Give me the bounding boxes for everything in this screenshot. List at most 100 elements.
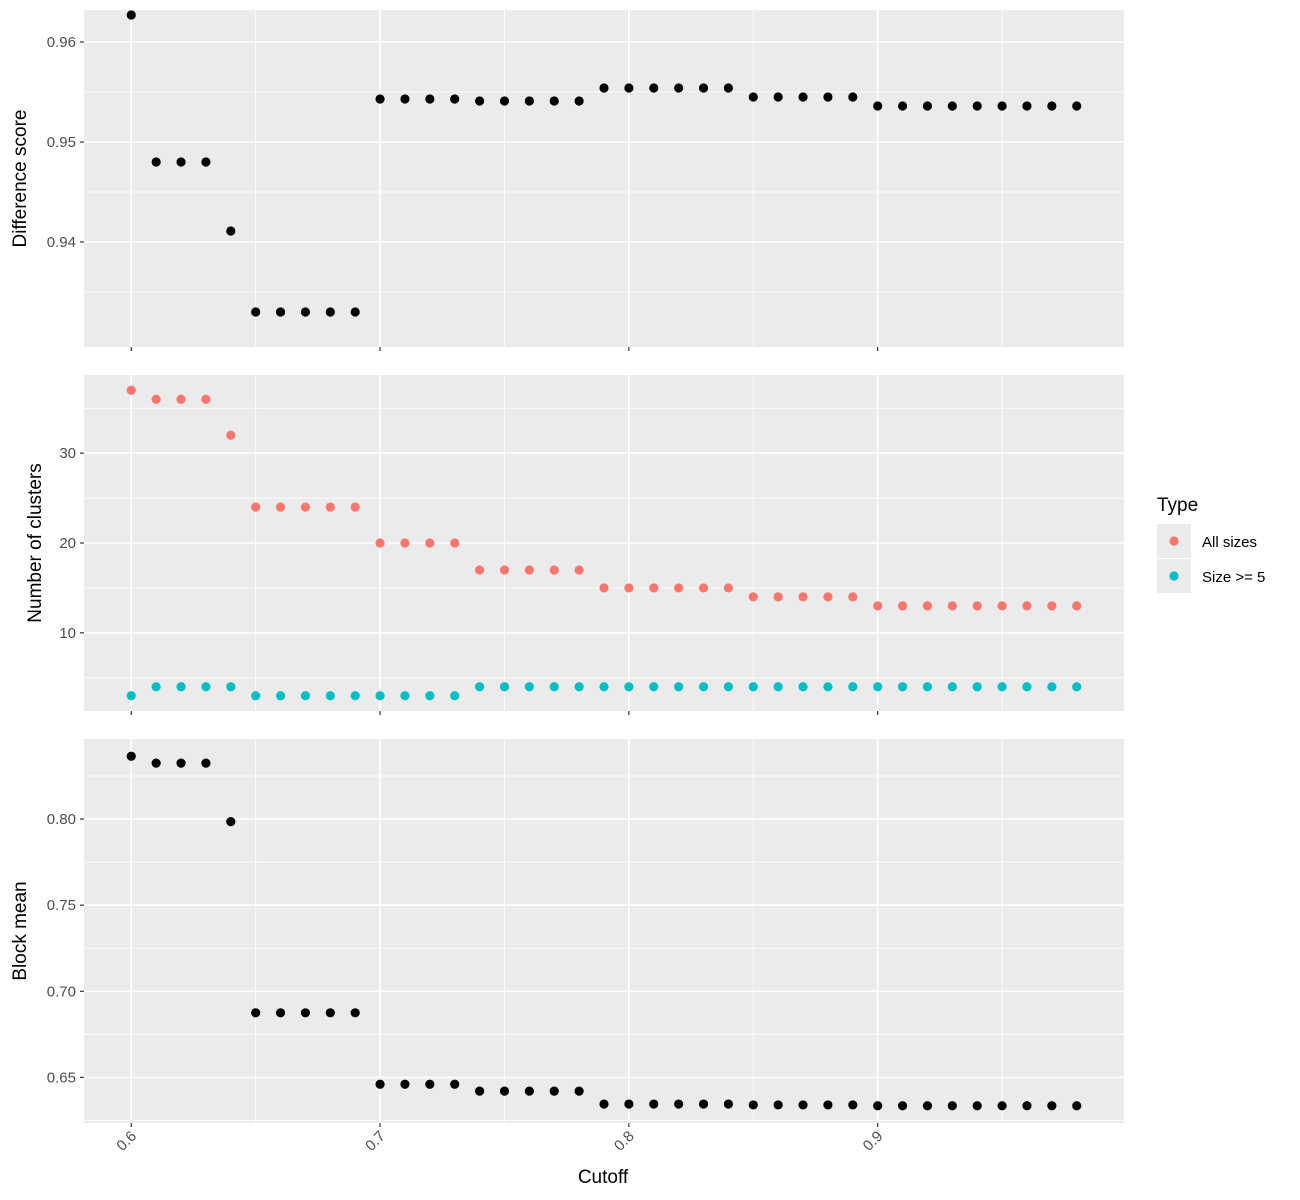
data-point <box>524 1086 534 1096</box>
data-point <box>748 1100 758 1110</box>
data-point <box>275 1008 286 1018</box>
legend-marker-all-sizes <box>1169 536 1179 546</box>
data-point <box>897 601 908 611</box>
data-point <box>375 691 385 701</box>
data-point <box>450 691 460 701</box>
panel-background <box>84 10 1124 347</box>
data-point <box>151 157 161 167</box>
x-tick-label: 0.8 <box>611 1128 638 1155</box>
y-axis-ticks: 0.94 0.95 0.96 <box>47 34 84 251</box>
data-point <box>176 682 186 692</box>
data-point <box>1022 1101 1032 1111</box>
data-point <box>176 394 186 404</box>
legend: Type All sizes Size >= 5 <box>1157 495 1265 593</box>
data-point <box>549 96 559 106</box>
data-point <box>823 92 833 102</box>
data-point <box>151 682 161 692</box>
x-tick-label: 0.9 <box>860 1128 887 1155</box>
data-point <box>499 682 510 692</box>
x-tick-label: 0.6 <box>113 1128 140 1155</box>
data-point <box>549 1086 559 1096</box>
data-point <box>922 101 933 111</box>
data-point <box>599 83 609 93</box>
data-point <box>474 96 485 106</box>
data-point <box>251 502 261 512</box>
data-points <box>126 385 1082 701</box>
data-point <box>947 101 957 111</box>
data-point <box>400 691 410 701</box>
data-point <box>574 565 584 575</box>
data-point <box>698 83 709 93</box>
data-point <box>499 565 510 575</box>
legend-label-size-5: Size >= 5 <box>1202 569 1265 586</box>
data-point <box>698 682 709 692</box>
data-point <box>226 430 236 440</box>
y-tick-label: 0.65 <box>47 1069 76 1086</box>
data-point <box>624 682 634 692</box>
data-point <box>873 101 883 111</box>
data-point <box>1072 1101 1082 1111</box>
data-point <box>897 682 908 692</box>
data-point <box>972 1101 982 1111</box>
data-point <box>972 682 982 692</box>
y-tick-label: 10 <box>59 625 76 642</box>
data-point <box>674 1099 684 1109</box>
legend-label-all-sizes: All sizes <box>1202 534 1257 551</box>
data-point <box>549 565 559 575</box>
data-point <box>649 583 659 593</box>
y-axis-ticks: 10 20 30 <box>59 445 84 642</box>
data-point <box>574 1086 584 1096</box>
legend-marker-size-5 <box>1169 571 1179 581</box>
data-point <box>375 538 385 548</box>
data-point <box>947 601 957 611</box>
data-point <box>524 682 534 692</box>
data-point <box>823 592 833 602</box>
data-point <box>848 92 858 102</box>
data-point <box>748 682 758 692</box>
data-point <box>325 691 335 701</box>
data-point <box>922 1101 933 1111</box>
data-point <box>474 1086 485 1096</box>
data-point <box>723 682 734 692</box>
data-point <box>126 691 136 701</box>
data-point <box>1022 101 1032 111</box>
data-point <box>698 1099 709 1109</box>
panel-background <box>84 739 1124 1123</box>
data-point <box>400 94 410 104</box>
data-points <box>126 751 1082 1111</box>
data-point <box>873 1101 883 1111</box>
data-point <box>1022 601 1032 611</box>
data-point <box>450 538 460 548</box>
data-point <box>350 502 360 512</box>
data-point <box>350 307 360 317</box>
data-point <box>176 758 186 768</box>
x-tick-label: 0.7 <box>362 1128 389 1155</box>
data-point <box>499 96 510 106</box>
data-point <box>251 307 261 317</box>
data-point <box>649 682 659 692</box>
data-point <box>201 157 211 167</box>
data-point <box>524 96 534 106</box>
data-point <box>599 1099 609 1109</box>
data-point <box>624 583 634 593</box>
y-tick-label: 0.75 <box>47 897 76 914</box>
data-point <box>450 94 460 104</box>
data-point <box>674 583 684 593</box>
data-point <box>325 307 335 317</box>
data-point <box>997 601 1007 611</box>
data-point <box>947 1101 957 1111</box>
data-point <box>873 601 883 611</box>
data-point <box>1047 101 1057 111</box>
data-point <box>848 1100 858 1110</box>
y-axis-title: Block mean <box>10 881 31 980</box>
data-point <box>972 601 982 611</box>
data-point <box>325 502 335 512</box>
data-point <box>201 682 211 692</box>
data-point <box>972 101 982 111</box>
data-point <box>873 682 883 692</box>
data-point <box>674 83 684 93</box>
data-point <box>922 682 933 692</box>
data-point <box>251 691 261 701</box>
data-point <box>997 101 1007 111</box>
